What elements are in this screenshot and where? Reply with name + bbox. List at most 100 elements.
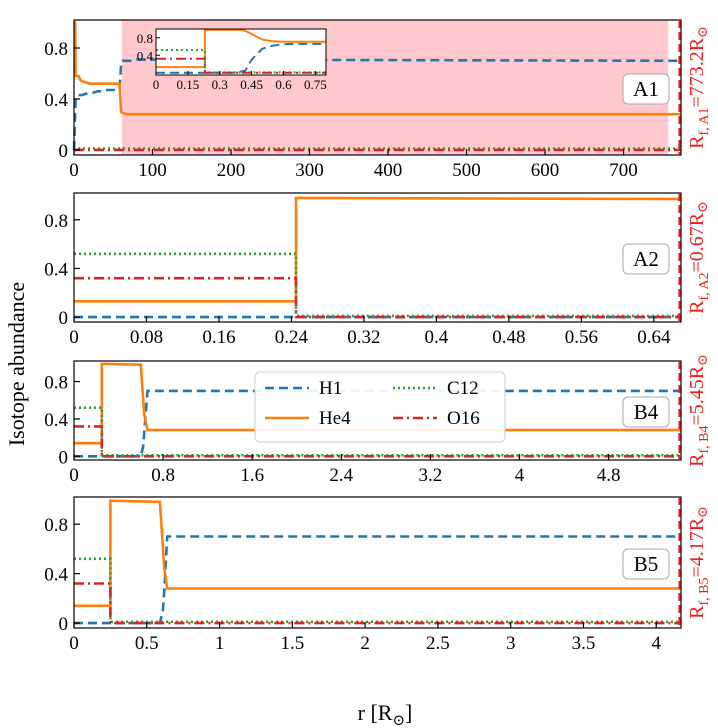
- panel-a2-xtick-label: 0.08: [130, 327, 163, 348]
- panel-b4-frame: [73, 360, 682, 461]
- panel-b4-xtick-label: 4.8: [597, 465, 621, 486]
- panel-a1-xtick-label: 0: [69, 160, 79, 181]
- x-axis-label-main: r [R: [358, 700, 393, 725]
- legend-label-he4: He4: [319, 408, 351, 429]
- panel-a2-ytick-label: 0.8: [44, 211, 68, 232]
- legend-label-o16: O16: [447, 408, 480, 429]
- x-axis-label-sun: ⊙: [392, 713, 405, 728]
- panel-a2-xtick-label: 0.56: [565, 327, 598, 348]
- legend-box: [254, 371, 506, 443]
- legend-label-c12: C12: [447, 378, 479, 399]
- panel-a1-xtick-label: 400: [374, 160, 403, 181]
- panel-a2-xtick-label: 0.64: [637, 327, 671, 348]
- y-axis-label: Isotope abundance: [4, 282, 29, 446]
- panel-a2-radius-label-r: R: [686, 300, 708, 314]
- panel-a1-inset-series-o16: [156, 57, 326, 74]
- panel-a1-inset: 0 0.15 0.3 0.45 0.6 0.75 0.4 0.8: [137, 28, 327, 92]
- panel-a1-label: A1: [633, 77, 659, 101]
- panel-a1-frame: [73, 19, 682, 156]
- panel-b4-xtick-label: 0: [69, 465, 79, 486]
- legend: H1 He4 C12 O16: [254, 371, 506, 443]
- panel-b4-xtick-label: 0.8: [151, 465, 175, 486]
- panel-a1-inset-frame: [155, 28, 327, 76]
- panel-a1-inset-xtick-label: 0: [153, 77, 160, 92]
- panel-a2-xtick-label: 0.48: [492, 327, 525, 348]
- panel-b4: 0 0.8 1.6 2.4 3.2 4 4.8 0 0.4 0.8 B4 Rf, B4=5.45R⊙: [44, 354, 712, 486]
- x-axis-label-end: ]: [405, 700, 412, 725]
- panel-b5-series-h1: [74, 535, 681, 625]
- panel-b5-label-box: [622, 548, 670, 580]
- panel-b5-ytick-label: 0: [59, 614, 69, 635]
- panel-b5-radius-label-sub: f, B5: [697, 578, 712, 606]
- panel-a2-xtick-label: 0: [69, 327, 79, 348]
- panel-b4-label-box: [622, 396, 670, 428]
- panel-a1-ytick-label: 0.4: [44, 90, 68, 111]
- panel-a1-xtick-label: 100: [138, 160, 167, 181]
- panel-a2-ytick-label: 0.4: [44, 259, 68, 280]
- panel-a2-xtick-label: 0.24: [275, 327, 309, 348]
- panel-a2-label-box: [622, 243, 670, 275]
- panel-b4-xtick-label: 3.2: [419, 465, 443, 486]
- panel-a1-inset-xtick-label: 0.75: [304, 77, 327, 92]
- panel-b5-frame: [73, 496, 682, 629]
- panel-a1-inset-xtick-label: 0.3: [212, 77, 228, 92]
- panel-b5-radius-label-r: R: [686, 605, 708, 619]
- panel-a1-radius-label-sun: ⊙: [696, 26, 711, 38]
- panel-b5-xtick-label: 1.5: [280, 633, 304, 654]
- panel-b4-xtick-label: 1.6: [240, 465, 264, 486]
- panel-b4-label: B4: [634, 400, 659, 424]
- panel-a1-inset-ytick-label: 0.8: [137, 31, 153, 46]
- panel-b5-xtick-label: 3.5: [572, 633, 596, 654]
- panel-a2-series-o16: [74, 276, 681, 319]
- panel-a2-series-c12: [74, 252, 681, 318]
- panel-a1-xtick-label: 600: [531, 160, 560, 181]
- panel-a1-ytick-label: 0.8: [44, 39, 68, 60]
- panel-a1-inset-series-he4: [156, 28, 326, 69]
- panel-a1-inset-xtick-label: 0.6: [275, 77, 292, 92]
- panel-a1-radius-label-sub: f, A1: [697, 108, 712, 136]
- panel-a2-xtick-label: 0.32: [347, 327, 380, 348]
- panel-b4-xtick-label: 4: [515, 465, 525, 486]
- panel-a1-radius-label-r: R: [686, 135, 708, 149]
- panel-b4-xtick-label: 2.4: [329, 465, 353, 486]
- panel-b4-radius-label: Rf, B4=5.45R⊙: [686, 354, 712, 467]
- panel-a1-radius-label: Rf, A1=773.2R⊙: [686, 26, 712, 149]
- panel-b4-radius-label-r: R: [686, 453, 708, 467]
- panel-a2-radius-label-sub: f, A2: [697, 273, 712, 301]
- panel-a1-inset-xtick-label: 0.45: [240, 77, 263, 92]
- panel-b5-radius-label-value: =4.17R: [686, 517, 708, 577]
- panel-b4-radius-label-sub: f, B4: [697, 426, 712, 454]
- panel-a2-ytick-label: 0: [59, 308, 69, 329]
- panel-a1-inset-series-h1: [156, 42, 326, 74]
- panel-b4-radius-label-value: =5.45R: [686, 365, 708, 425]
- panel-b5-xtick-label: 2.5: [426, 633, 450, 654]
- x-axis-label: r [R⊙]: [358, 700, 413, 728]
- panel-b5-xtick-label: 0.5: [135, 633, 159, 654]
- panel-b4-series-o16: [74, 425, 681, 458]
- panel-b5-label: B5: [634, 552, 659, 576]
- panel-a1-series-he4: [73, 21, 681, 116]
- panel-a1-radius-label-value: =773.2R: [686, 37, 708, 107]
- panel-b4-ytick-label: 0.8: [44, 373, 68, 394]
- panel-b5-xtick-label: 0: [69, 633, 79, 654]
- panel-a2-radius-label-sun: ⊙: [696, 201, 711, 213]
- panel-a1-inset-xtick-label: 0.15: [177, 77, 200, 92]
- panel-a2-frame: [73, 192, 682, 323]
- panel-a2: 0 0.08 0.16 0.24 0.32 0.4 0.48 0.56 0.64 0 0.4 0.8 A…: [44, 192, 712, 348]
- panel-b5-xtick-label: 4: [652, 633, 662, 654]
- panel-a1-xtick-label: 300: [295, 160, 324, 181]
- panel-a1: 0 100 200 300 400 500 600 700 0 0.4 0.8 A1 Rf, A1=77…: [44, 19, 712, 181]
- panel-b5-radius-label: Rf, B5=4.17R⊙: [686, 506, 712, 619]
- panel-a1-label-box: [622, 73, 670, 105]
- panel-a1-ytick-label: 0: [59, 141, 69, 162]
- panel-b5-xtick-label: 1: [215, 633, 225, 654]
- panel-a2-series-he4: [74, 196, 682, 303]
- panel-a2-xtick-label: 0.4: [425, 327, 449, 348]
- panel-a1-inset-ytick-label: 0.4: [137, 48, 154, 63]
- panel-a2-xtick-label: 0.16: [202, 327, 235, 348]
- panel-b4-series-c12: [74, 406, 681, 457]
- panel-a1-xtick-label: 500: [452, 160, 481, 181]
- panel-a1-series-h1: [72, 58, 682, 150]
